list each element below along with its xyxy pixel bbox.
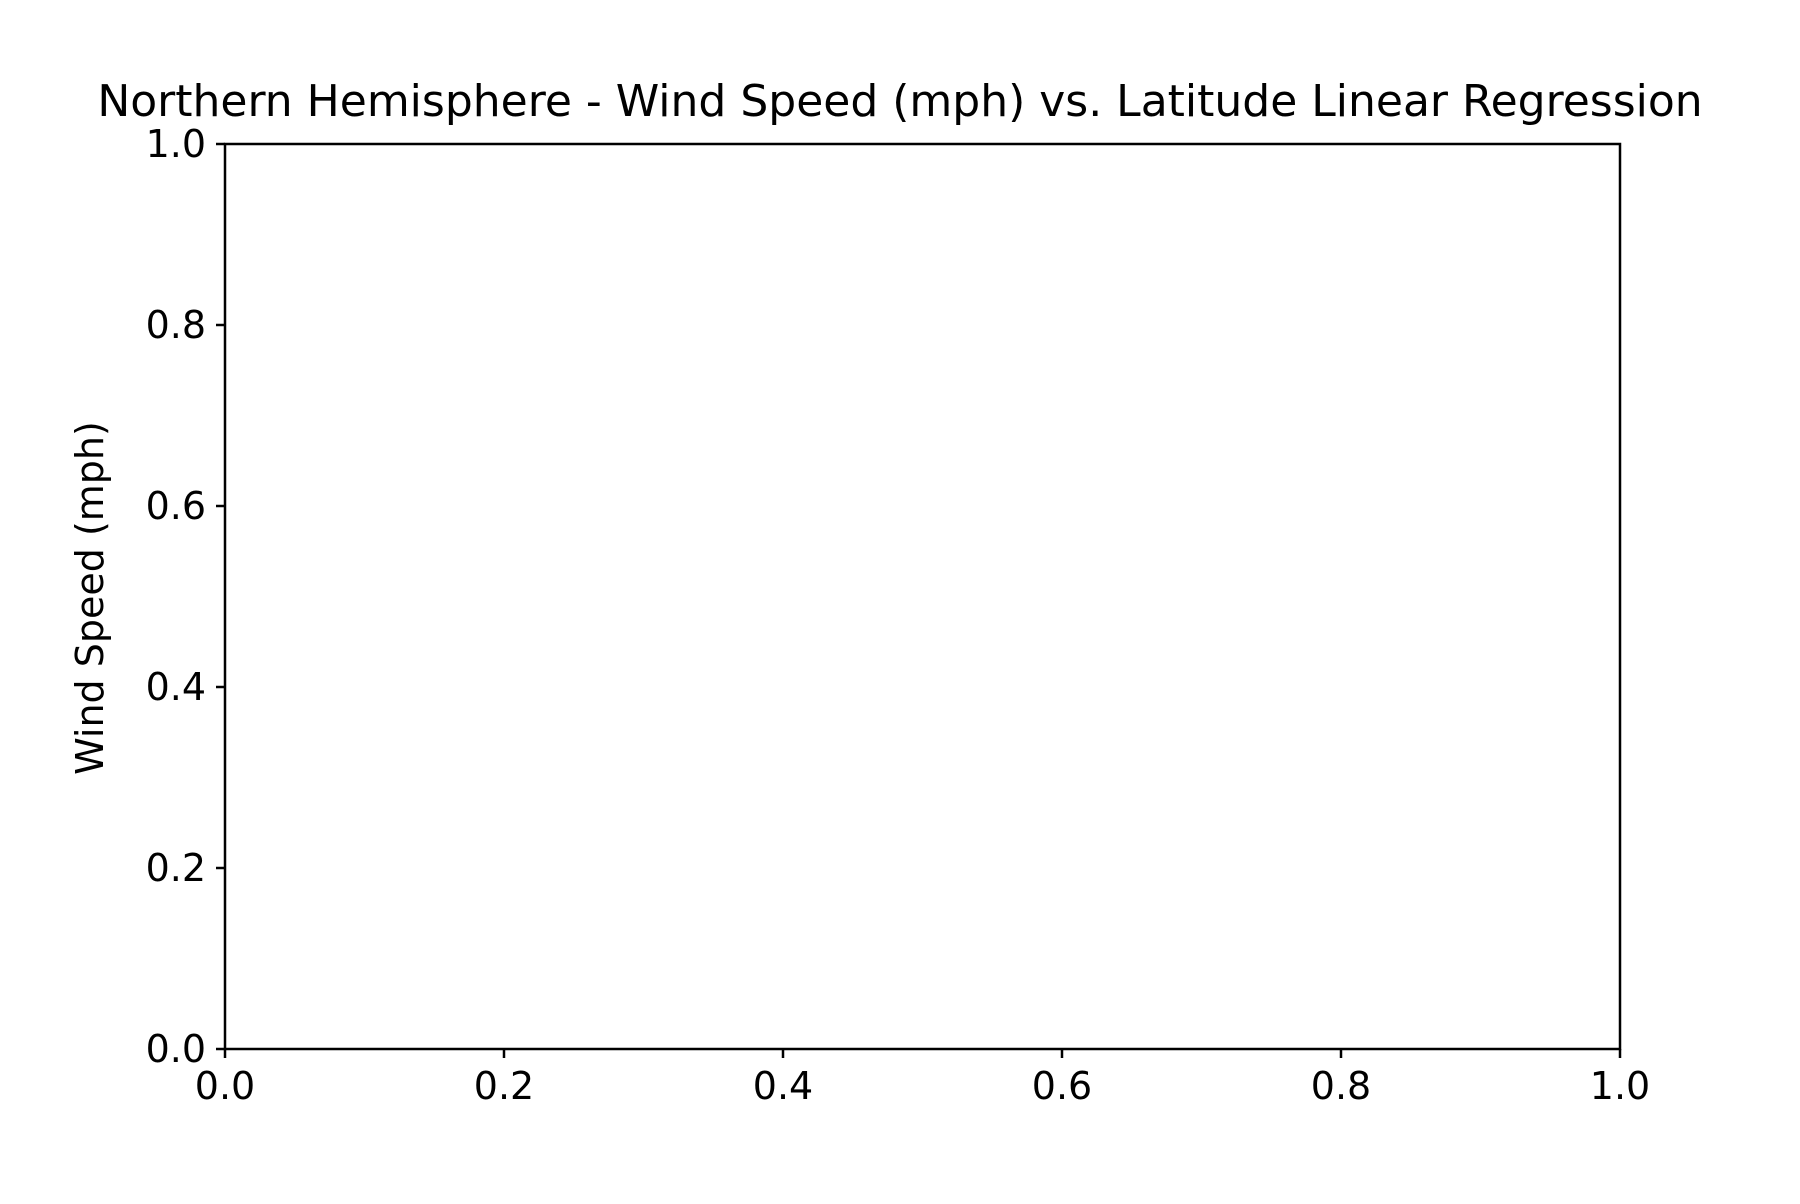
y-tick-label: 1.0 <box>146 122 206 166</box>
x-tick-label: 0.2 <box>474 1064 534 1108</box>
x-tick-label: 0.8 <box>1311 1064 1371 1108</box>
y-tick-label: 0.0 <box>146 1027 206 1071</box>
chart-title: Northern Hemisphere - Wind Speed (mph) v… <box>97 76 1702 127</box>
x-tick-label: 0.4 <box>753 1064 813 1108</box>
x-axis-ticks: 0.0 0.2 0.4 0.6 0.8 1.0 <box>195 1049 1650 1108</box>
x-tick-label: 0.6 <box>1032 1064 1092 1108</box>
y-tick-label: 0.6 <box>146 484 206 528</box>
y-tick-label: 0.4 <box>146 665 206 709</box>
y-tick-label: 0.2 <box>146 846 206 890</box>
plot-area-frame <box>223 142 1622 1051</box>
y-tick-label: 0.8 <box>146 303 206 347</box>
x-tick-label: 1.0 <box>1590 1064 1650 1108</box>
y-axis-ticks: 0.0 0.2 0.4 0.6 0.8 1.0 <box>146 122 225 1071</box>
x-tick-label: 0.0 <box>195 1064 255 1108</box>
y-axis-label: Wind Speed (mph) <box>68 421 112 775</box>
